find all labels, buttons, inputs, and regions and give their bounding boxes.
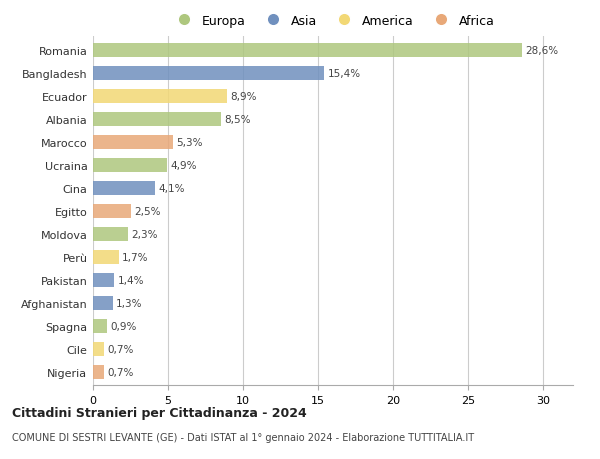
Bar bbox=[93, 204, 131, 218]
Text: 1,7%: 1,7% bbox=[122, 252, 149, 262]
Bar bbox=[93, 135, 173, 149]
Bar bbox=[93, 250, 119, 264]
Text: 2,3%: 2,3% bbox=[131, 229, 158, 239]
Legend: Europa, Asia, America, Africa: Europa, Asia, America, Africa bbox=[167, 10, 499, 33]
Bar bbox=[93, 273, 114, 287]
Text: 8,9%: 8,9% bbox=[230, 91, 257, 101]
Bar bbox=[93, 365, 104, 379]
Bar bbox=[93, 227, 128, 241]
Text: Cittadini Stranieri per Cittadinanza - 2024: Cittadini Stranieri per Cittadinanza - 2… bbox=[12, 406, 307, 419]
Text: 4,9%: 4,9% bbox=[170, 160, 197, 170]
Text: 5,3%: 5,3% bbox=[176, 137, 203, 147]
Text: 4,1%: 4,1% bbox=[158, 183, 185, 193]
Bar bbox=[93, 181, 155, 195]
Text: 0,9%: 0,9% bbox=[110, 321, 137, 331]
Bar bbox=[93, 67, 324, 80]
Text: 8,5%: 8,5% bbox=[224, 114, 251, 124]
Text: 28,6%: 28,6% bbox=[526, 45, 559, 56]
Bar bbox=[93, 296, 113, 310]
Text: 2,5%: 2,5% bbox=[134, 206, 161, 216]
Bar bbox=[93, 342, 104, 356]
Text: 15,4%: 15,4% bbox=[328, 68, 361, 78]
Text: 1,4%: 1,4% bbox=[118, 275, 144, 285]
Bar bbox=[93, 319, 107, 333]
Text: 0,7%: 0,7% bbox=[107, 367, 134, 377]
Text: 1,3%: 1,3% bbox=[116, 298, 143, 308]
Bar bbox=[93, 44, 522, 57]
Bar bbox=[93, 158, 167, 172]
Text: 0,7%: 0,7% bbox=[107, 344, 134, 354]
Text: COMUNE DI SESTRI LEVANTE (GE) - Dati ISTAT al 1° gennaio 2024 - Elaborazione TUT: COMUNE DI SESTRI LEVANTE (GE) - Dati IST… bbox=[12, 432, 474, 442]
Bar bbox=[93, 90, 227, 103]
Bar bbox=[93, 112, 221, 126]
